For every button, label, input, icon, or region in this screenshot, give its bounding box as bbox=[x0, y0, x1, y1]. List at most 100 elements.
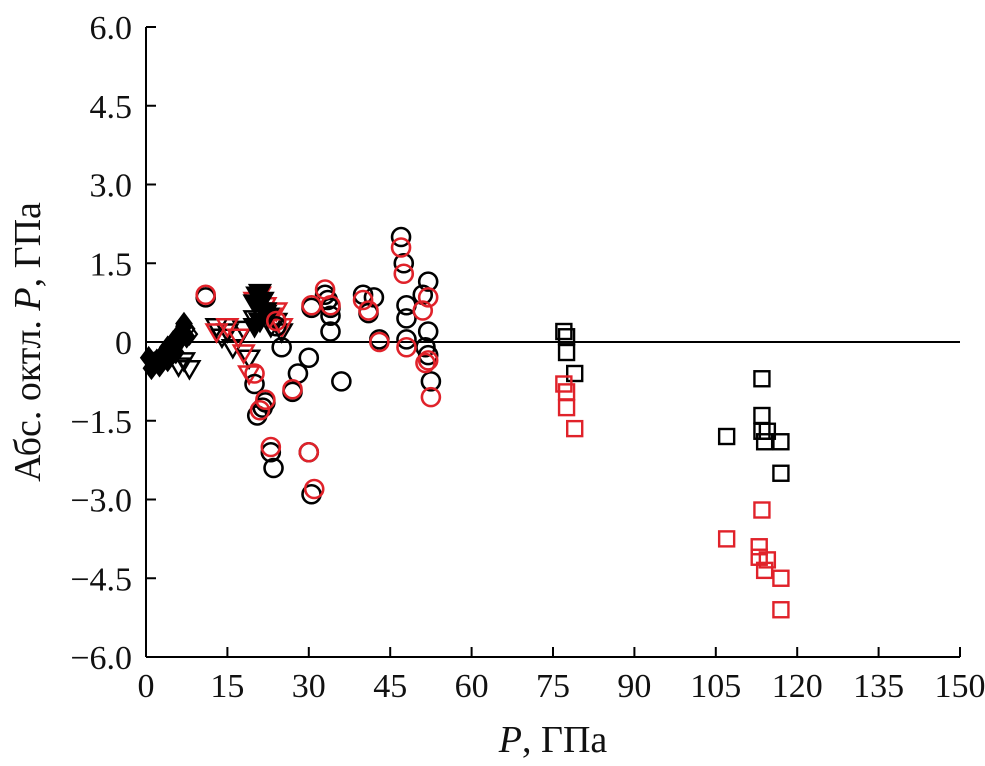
data-point-circle bbox=[417, 321, 439, 342]
x-tick-label: 90 bbox=[617, 668, 651, 705]
data-point-circle bbox=[417, 271, 439, 292]
data-point-square bbox=[557, 343, 576, 362]
data-point-triangle-down bbox=[226, 328, 251, 350]
data-point-square bbox=[772, 433, 790, 451]
ticks: 6.04.53.01.50−1.5−3.0−4.5−6.00 15 30 45 60 75… bbox=[70, 10, 985, 705]
data-point-triangle-down bbox=[231, 344, 256, 365]
data-point-square bbox=[557, 398, 576, 417]
data-point-circle bbox=[244, 373, 265, 395]
x-axis-title: P, ГПа bbox=[498, 719, 608, 761]
data-point-circle bbox=[417, 287, 439, 308]
data-point-circle bbox=[263, 457, 284, 479]
data-point-circle bbox=[271, 336, 292, 358]
data-point-triangle-down bbox=[177, 360, 202, 381]
x-tick-label: 135 bbox=[853, 668, 904, 705]
data-point-circle bbox=[298, 441, 320, 463]
data-point-square bbox=[755, 433, 774, 451]
data-point-triangle-down bbox=[204, 323, 229, 344]
y-tick-label: −3.0 bbox=[70, 483, 132, 520]
y-tick-label: 3.0 bbox=[90, 168, 133, 205]
data-point-circle bbox=[249, 399, 271, 421]
data-point-triangle-down bbox=[242, 318, 267, 339]
data-point-square bbox=[758, 422, 777, 440]
y-axis-title-prefix: Абс. октл. bbox=[7, 311, 49, 482]
x-tick-label: 60 bbox=[455, 668, 489, 705]
data-point-circle bbox=[415, 352, 436, 374]
data-point-triangle-down bbox=[237, 349, 262, 371]
data-point-square bbox=[758, 551, 777, 569]
data-point-circle bbox=[244, 363, 265, 384]
data-point-circle bbox=[396, 336, 417, 358]
data-point-circle bbox=[417, 350, 439, 371]
y-axis-title-symbol: P bbox=[7, 287, 49, 311]
data-point-square bbox=[772, 569, 790, 587]
data-point-triangle-down bbox=[220, 339, 245, 360]
x-tick-label: 30 bbox=[292, 668, 326, 705]
y-axis-title: Абс. октл. P, ГПа bbox=[7, 202, 49, 482]
axis-labels: P, ГПа Абс. октл. P, ГПа bbox=[7, 202, 607, 761]
x-axis-title-symbol: P bbox=[498, 719, 522, 761]
data-point-triangle-down bbox=[215, 318, 240, 339]
x-tick-label: 45 bbox=[373, 668, 407, 705]
data-point-circle bbox=[412, 300, 434, 321]
data-point-square bbox=[566, 364, 584, 383]
axes bbox=[145, 27, 960, 658]
data-point-diamond bbox=[158, 335, 177, 360]
x-tick-label: 0 bbox=[138, 668, 155, 705]
data-point-triangle-down bbox=[209, 328, 235, 350]
y-tick-label: 0 bbox=[115, 325, 132, 362]
data-point-triangle-down bbox=[269, 323, 294, 344]
data-point-circle bbox=[282, 378, 303, 400]
data-point-circle bbox=[255, 389, 276, 411]
x-tick-label: 150 bbox=[935, 668, 985, 705]
data-point-triangle-down bbox=[250, 291, 275, 313]
data-point-square bbox=[755, 561, 774, 580]
data-point-circle bbox=[420, 386, 442, 408]
data-point-square bbox=[753, 406, 771, 425]
data-point-circle bbox=[390, 226, 412, 248]
data-point-square bbox=[555, 322, 573, 341]
x-tick-label: 105 bbox=[690, 668, 741, 705]
y-tick-label: 6.0 bbox=[90, 10, 133, 47]
y-tick-label: −4.5 bbox=[70, 561, 132, 598]
data-point-circle bbox=[396, 308, 417, 329]
data-point-square bbox=[566, 419, 584, 438]
data-point-square bbox=[772, 601, 790, 619]
data-point-circle bbox=[195, 284, 216, 306]
data-point-square bbox=[753, 370, 771, 388]
data-point-circle bbox=[320, 294, 341, 316]
data-point-circle bbox=[320, 321, 341, 342]
data-point-circle bbox=[363, 287, 385, 308]
data-point-circle bbox=[420, 371, 442, 392]
data-point-circle bbox=[390, 237, 412, 258]
x-tick-label: 120 bbox=[772, 668, 823, 705]
data-point-circle bbox=[393, 263, 415, 285]
data-point-circle bbox=[358, 300, 379, 321]
data-point-circle bbox=[260, 436, 282, 458]
data-point-circle bbox=[265, 315, 287, 337]
y-axis-title-unit: , ГПа bbox=[7, 202, 49, 287]
data-point-circle bbox=[352, 289, 374, 311]
y-tick-label: 4.5 bbox=[90, 89, 133, 126]
data-point-circle bbox=[320, 305, 341, 327]
data-point-circle bbox=[393, 252, 415, 274]
data-point-circle bbox=[298, 347, 320, 369]
data-point-square bbox=[717, 427, 736, 446]
x-tick-label: 75 bbox=[536, 668, 570, 705]
data-points bbox=[139, 226, 790, 619]
data-point-circle bbox=[369, 331, 390, 353]
data-point-circle bbox=[265, 310, 287, 332]
x-axis-title-unit: , ГПа bbox=[522, 719, 607, 761]
data-point-circle bbox=[303, 478, 325, 500]
data-point-square bbox=[717, 530, 736, 548]
y-tick-label: −6.0 bbox=[70, 640, 132, 677]
data-point-square bbox=[753, 501, 771, 519]
y-tick-label: 1.5 bbox=[90, 246, 133, 283]
x-tick-label: 15 bbox=[210, 668, 244, 705]
data-point-circle bbox=[260, 441, 282, 463]
y-tick-label: −1.5 bbox=[70, 404, 132, 441]
data-point-square bbox=[772, 464, 790, 482]
data-point-diamond bbox=[180, 322, 199, 346]
data-point-circle bbox=[331, 371, 352, 392]
